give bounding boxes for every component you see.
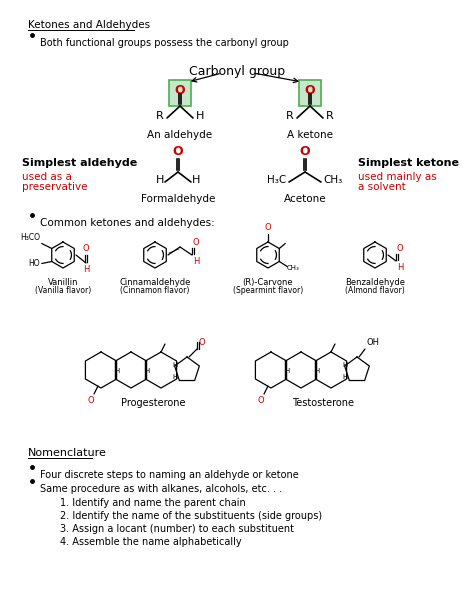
Text: (Cinnamon flavor): (Cinnamon flavor) [120, 286, 190, 295]
Text: 1. Identify and name the parent chain: 1. Identify and name the parent chain [60, 498, 246, 508]
Text: (Almond flavor): (Almond flavor) [345, 286, 405, 295]
Text: H: H [173, 374, 178, 380]
Text: O: O [199, 338, 206, 347]
Text: H: H [114, 368, 119, 374]
Text: H: H [156, 175, 164, 185]
Text: (Spearmint flavor): (Spearmint flavor) [233, 286, 303, 295]
Text: R: R [326, 111, 334, 121]
Text: H: H [342, 362, 347, 368]
Text: Same procedure as with alkanes, alcohols, etc. . .: Same procedure as with alkanes, alcohols… [40, 484, 282, 494]
Text: O: O [88, 396, 94, 405]
Text: Formaldehyde: Formaldehyde [141, 194, 215, 204]
Text: used as a: used as a [22, 172, 72, 182]
Text: a solvent: a solvent [358, 182, 406, 192]
Text: O: O [193, 238, 200, 247]
Text: R: R [286, 111, 294, 121]
Text: Progesterone: Progesterone [121, 398, 185, 408]
Text: (R)-Carvone: (R)-Carvone [243, 278, 293, 287]
Text: OH: OH [367, 338, 380, 347]
Text: H: H [314, 368, 319, 374]
Text: Simplest ketone: Simplest ketone [358, 158, 459, 168]
Text: 3. Assign a locant (number) to each substituent: 3. Assign a locant (number) to each subs… [60, 524, 294, 534]
Text: H: H [192, 175, 200, 185]
Text: A ketone: A ketone [287, 130, 333, 140]
Bar [299, 80, 321, 106]
Text: CH₃: CH₃ [287, 265, 300, 272]
Text: H: H [83, 265, 89, 274]
Text: Four discrete steps to naming an aldehyde or ketone: Four discrete steps to naming an aldehyd… [40, 470, 299, 480]
Text: HO: HO [28, 259, 40, 268]
Text: Acetone: Acetone [283, 194, 326, 204]
Text: Testosterone: Testosterone [292, 398, 354, 408]
Bar [169, 80, 191, 106]
Text: O: O [175, 84, 185, 97]
Text: Benzaldehyde: Benzaldehyde [345, 278, 405, 287]
Text: O: O [305, 84, 315, 97]
Text: CH₃: CH₃ [323, 175, 343, 185]
Text: H: H [173, 362, 178, 368]
Text: Both functional groups possess the carbonyl group: Both functional groups possess the carbo… [40, 38, 289, 48]
Text: O: O [173, 145, 183, 158]
Text: used mainly as: used mainly as [358, 172, 437, 182]
Text: Nomenclature: Nomenclature [28, 448, 107, 458]
Text: H₃C: H₃C [267, 175, 287, 185]
Text: O: O [264, 223, 271, 232]
Text: O: O [258, 396, 264, 405]
Text: Simplest aldehyde: Simplest aldehyde [22, 158, 137, 168]
Text: preservative: preservative [22, 182, 88, 192]
Text: Ketones and Aldehydes: Ketones and Aldehydes [28, 20, 150, 30]
Text: H: H [145, 368, 150, 374]
Text: 2. Identify the name of the substituents (side groups): 2. Identify the name of the substituents… [60, 511, 322, 521]
Text: H: H [284, 368, 290, 374]
Text: H₃CO: H₃CO [20, 234, 40, 243]
Text: An aldehyde: An aldehyde [147, 130, 212, 140]
Text: O: O [300, 145, 310, 158]
Text: H: H [397, 263, 403, 272]
Text: R: R [156, 111, 164, 121]
Text: Common ketones and aldehydes:: Common ketones and aldehydes: [40, 218, 215, 228]
Text: O: O [82, 244, 89, 253]
Text: H: H [193, 257, 200, 266]
Text: Vanillin: Vanillin [48, 278, 78, 287]
Text: Cinnamaldehyde: Cinnamaldehyde [119, 278, 191, 287]
Text: H: H [342, 374, 347, 380]
Text: H: H [196, 111, 204, 121]
Text: O: O [397, 244, 404, 253]
Text: (Vanilla flavor): (Vanilla flavor) [35, 286, 91, 295]
Text: 4. Assemble the name alphabetically: 4. Assemble the name alphabetically [60, 537, 242, 547]
Text: Carbonyl group: Carbonyl group [189, 65, 285, 78]
